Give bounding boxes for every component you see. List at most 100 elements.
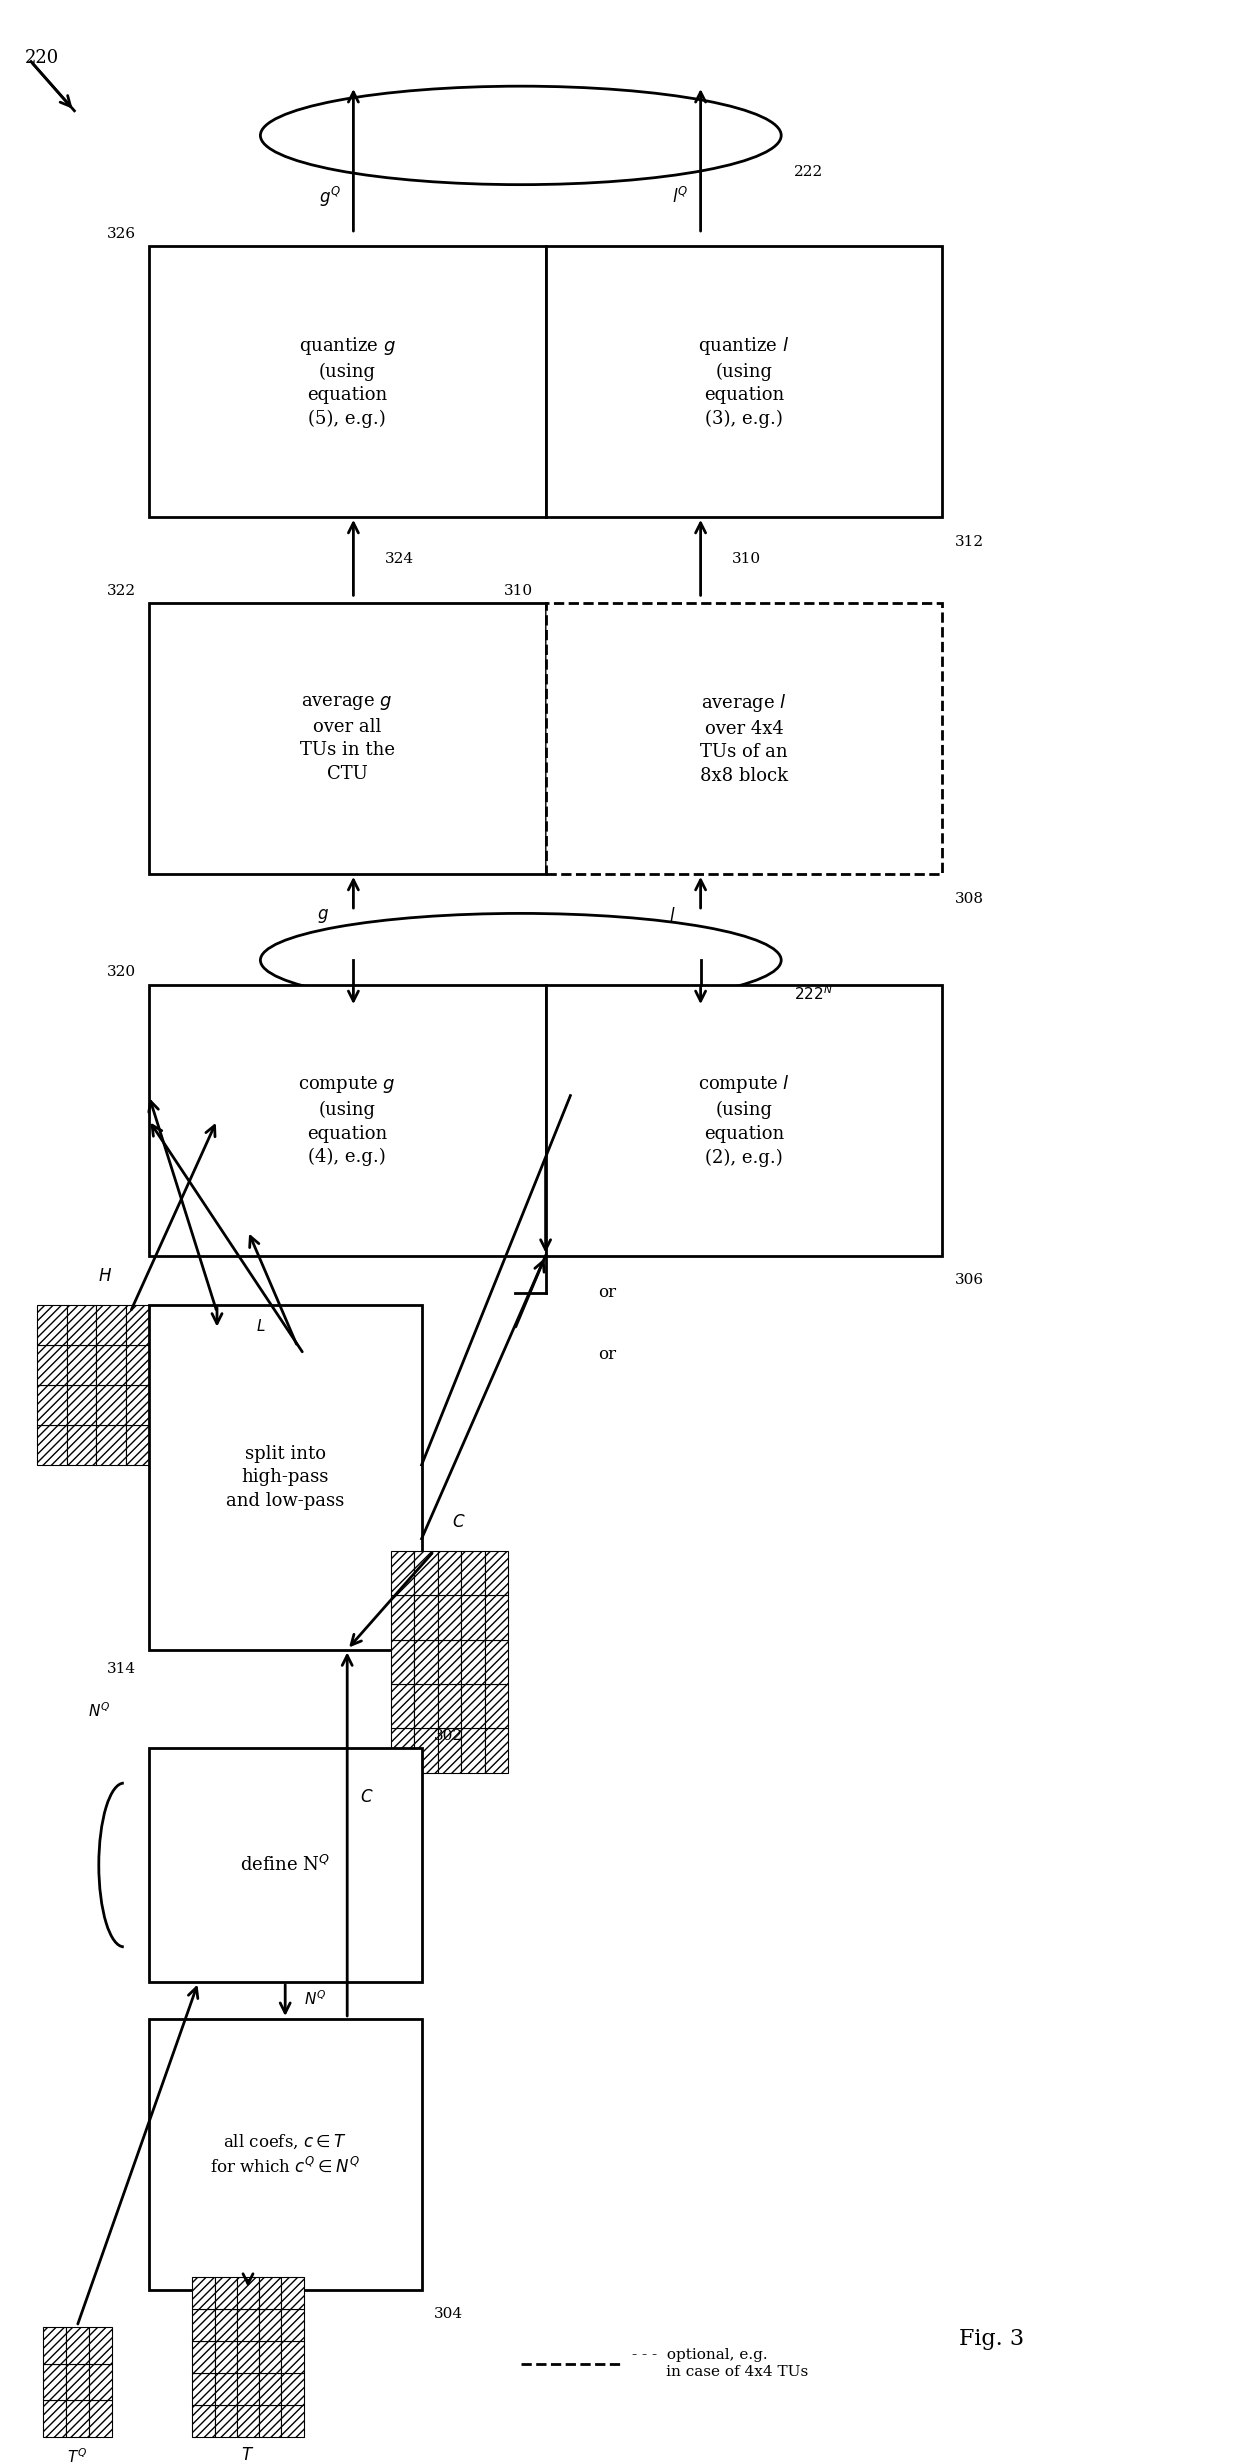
Text: average $g$
over all
TUs in the
CTU: average $g$ over all TUs in the CTU [300,694,394,783]
Bar [259,2373,281,2405]
Bar [215,2341,237,2373]
Text: $l$: $l$ [670,906,676,926]
Bar [438,1640,461,1684]
Bar [215,2373,237,2405]
Bar [97,1344,125,1384]
Ellipse shape [260,86,781,185]
Text: average $l$
over 4x4
TUs of an
8x8 block: average $l$ over 4x4 TUs of an 8x8 block [699,692,789,785]
Text: 310: 310 [505,583,533,598]
Bar [281,2309,304,2341]
Bar [252,1342,275,1374]
Text: 310: 310 [732,551,760,566]
Ellipse shape [260,913,781,1007]
Bar [237,2405,259,2437]
Text: 312: 312 [955,534,983,549]
Bar [546,246,942,517]
Bar [391,1640,414,1684]
Text: 302: 302 [434,1728,463,1743]
Bar [461,1640,485,1684]
Bar [89,2400,112,2437]
Bar [391,1595,414,1640]
Bar [43,2400,66,2437]
Text: 326: 326 [108,227,136,241]
Bar [192,2309,215,2341]
Bar [43,2364,66,2400]
Bar [149,2019,422,2290]
Bar [461,1551,485,1595]
Text: quantize $l$
(using
equation
(3), e.g.): quantize $l$ (using equation (3), e.g.) [698,335,790,428]
Bar [229,1408,252,1440]
Text: or: or [599,1285,616,1300]
Bar [252,1374,275,1408]
Bar [485,1551,508,1595]
Bar [66,2327,89,2364]
Bar [66,2400,89,2437]
Bar [67,1305,97,1344]
Bar [546,603,942,874]
Bar [125,1344,155,1384]
Bar [125,1305,155,1344]
Text: split into
high-pass
and low-pass: split into high-pass and low-pass [226,1445,345,1509]
Bar [192,2373,215,2405]
Bar [37,1344,67,1384]
Bar [237,2341,259,2373]
Bar [37,1384,67,1425]
Bar [149,1748,422,1982]
Bar [461,1595,485,1640]
Text: 306: 306 [955,1273,983,1288]
Bar [391,1684,414,1728]
Text: $g$: $g$ [316,906,329,926]
Bar [149,603,546,874]
Bar [237,2309,259,2341]
Text: 322: 322 [108,583,136,598]
Bar [414,1684,438,1728]
Bar [259,2309,281,2341]
Text: or: or [599,1347,616,1361]
Bar [485,1728,508,1773]
Bar [275,1374,298,1408]
Text: 220: 220 [25,49,60,66]
Bar [66,2364,89,2400]
Bar [215,2405,237,2437]
Bar [43,2327,66,2364]
Bar [125,1425,155,1465]
Bar [237,2373,259,2405]
Text: $T$: $T$ [242,2447,254,2462]
Bar [275,1408,298,1440]
Bar [281,2405,304,2437]
Text: $L$: $L$ [255,1320,265,1334]
Bar [37,1425,67,1465]
Text: $g^Q$: $g^Q$ [319,185,341,209]
Bar [414,1640,438,1684]
Text: $l^Q$: $l^Q$ [672,187,688,207]
Text: 308: 308 [955,891,983,906]
Bar [229,1374,252,1408]
Bar [229,1342,252,1374]
Bar [438,1684,461,1728]
Bar [485,1684,508,1728]
Bar [485,1640,508,1684]
Bar [275,1342,298,1374]
Bar [215,2309,237,2341]
Bar [485,1595,508,1640]
Bar [192,2277,215,2309]
Bar [97,1384,125,1425]
Bar [438,1595,461,1640]
Text: 320: 320 [108,965,136,980]
Bar [438,1551,461,1595]
Text: $H$: $H$ [98,1268,113,1285]
Bar [125,1384,155,1425]
Bar [391,1551,414,1595]
Bar [67,1425,97,1465]
Bar [149,985,546,1256]
Text: all coefs, $c \in T$
for which $c^Q \in N^Q$: all coefs, $c \in T$ for which $c^Q \in … [211,2132,360,2176]
Bar [281,2341,304,2373]
Bar [149,246,546,517]
Bar [97,1305,125,1344]
Text: $N^Q$: $N^Q$ [88,1701,110,1721]
Text: 304: 304 [434,2307,463,2322]
Bar [546,985,942,1256]
Bar [461,1728,485,1773]
Bar [391,1728,414,1773]
Text: 222: 222 [794,165,823,180]
